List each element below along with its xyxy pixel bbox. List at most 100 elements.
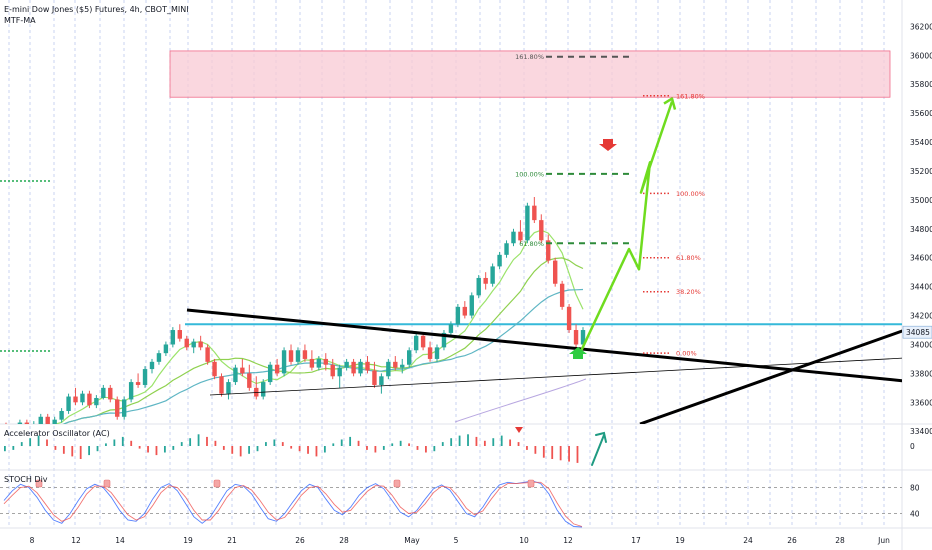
candle-body xyxy=(532,205,537,221)
candle-body xyxy=(434,347,440,359)
oscillator-bar xyxy=(54,446,57,450)
ascending-trendline xyxy=(639,329,902,424)
candle-body xyxy=(205,347,210,362)
candle-body xyxy=(184,338,189,348)
oscillator-bar xyxy=(576,446,579,463)
trendlines xyxy=(186,308,902,424)
oscillator-bar xyxy=(517,442,520,446)
oscillator-bar xyxy=(29,438,32,446)
y-tick-label: 33800 xyxy=(910,369,932,378)
oscillator-bar xyxy=(357,440,360,446)
candle-body xyxy=(59,410,64,420)
stochastic-lines xyxy=(0,479,902,528)
oscillator-bar xyxy=(323,446,326,453)
candle-body xyxy=(261,382,266,397)
oscillator-bar xyxy=(113,439,116,446)
oscillator-bar xyxy=(298,446,301,452)
oscillator-bar xyxy=(180,442,183,446)
oscillator-bar xyxy=(155,446,158,456)
candle-body xyxy=(233,367,238,383)
candle-body xyxy=(490,266,495,284)
candle-body xyxy=(337,367,342,377)
x-tick-label: 28 xyxy=(835,536,845,545)
candle-body xyxy=(351,361,356,374)
candle-body xyxy=(566,306,572,331)
oscillator-bar xyxy=(315,446,318,457)
oscillator-down-marker-icon xyxy=(515,427,523,433)
x-tick-label: 28 xyxy=(339,536,349,545)
candle-body xyxy=(497,254,502,267)
fib-right-label: 0.00% xyxy=(676,350,697,358)
oscillator-bar xyxy=(121,436,124,446)
oscillator-bar xyxy=(214,440,217,446)
oscillator-up-arrow-icon xyxy=(591,431,607,466)
candle-body xyxy=(559,283,565,307)
x-tick-label: 24 xyxy=(743,536,753,545)
candle-body xyxy=(455,306,461,325)
x-tick-label: 26 xyxy=(787,536,797,545)
x-tick-label: Jun xyxy=(877,536,890,545)
descending-trendline xyxy=(186,308,902,383)
candle-body xyxy=(358,361,363,374)
oscillator-bar xyxy=(416,446,419,450)
candle-body xyxy=(128,382,134,400)
ma-slow xyxy=(62,288,584,424)
candle-body xyxy=(309,358,315,368)
candle-body xyxy=(504,243,509,255)
oscillator-bar xyxy=(96,446,99,452)
candle-body xyxy=(295,350,301,362)
fib-left-label: 161.80% xyxy=(515,53,544,61)
candle-body xyxy=(247,373,252,388)
candle-body xyxy=(573,330,579,345)
candle-body xyxy=(121,399,127,417)
oscillator-label: Accelerator Oscillator (AC) xyxy=(4,429,110,438)
ma-long xyxy=(454,378,587,423)
fib-right-label: 61.80% xyxy=(676,254,701,262)
oscillator-bar xyxy=(239,446,242,457)
y-tick-label: 33600 xyxy=(910,398,932,407)
oscillator-bar xyxy=(408,443,410,446)
candles xyxy=(5,196,586,424)
y-tick-label: 35400 xyxy=(910,138,932,147)
candle-body xyxy=(546,240,551,261)
ma-fast xyxy=(53,229,584,424)
oscillator-bar xyxy=(534,446,537,454)
candle-body xyxy=(518,231,523,241)
fib-left-label: 100.00% xyxy=(515,170,544,178)
candle-body xyxy=(52,419,57,424)
oscillator-bar xyxy=(281,442,284,446)
oscillator-bar xyxy=(20,442,23,446)
oscillator-bar xyxy=(62,446,65,454)
oscillator-bar xyxy=(265,442,267,446)
price-tag: 34085 xyxy=(902,325,932,339)
candle-body xyxy=(379,376,384,385)
oscillator-bar xyxy=(349,436,352,446)
candle-body xyxy=(302,350,308,359)
stoch-d-line xyxy=(3,481,583,527)
y-tick-label: 35600 xyxy=(910,109,932,118)
oscillator-bar xyxy=(551,446,554,459)
candle-body xyxy=(108,387,113,400)
y-tick-label: 33400 xyxy=(910,427,932,436)
candle-body xyxy=(407,350,412,365)
oscillator-bar xyxy=(441,442,444,446)
oscillator-bar xyxy=(475,436,478,446)
candle-body xyxy=(198,341,203,348)
target-zone-rect xyxy=(169,50,891,98)
candle-body xyxy=(80,393,85,403)
candle-body xyxy=(38,416,43,424)
oscillator-bar xyxy=(88,446,91,456)
ma-mid xyxy=(62,257,584,424)
oscillator-bar xyxy=(4,446,6,452)
x-tick-label: 12 xyxy=(563,536,573,545)
price-tag-box xyxy=(902,325,932,339)
projection-arrowhead xyxy=(663,97,677,110)
oscillator-bar xyxy=(231,446,234,454)
oscillator-bar xyxy=(130,440,133,446)
symbol-title: E-mini Dow Jones ($5) Futures, 4h, CBOT_… xyxy=(4,5,189,14)
candle-body xyxy=(87,393,92,406)
candle-body xyxy=(400,364,405,368)
candle-body xyxy=(372,370,377,385)
divergence-marker xyxy=(393,479,401,488)
